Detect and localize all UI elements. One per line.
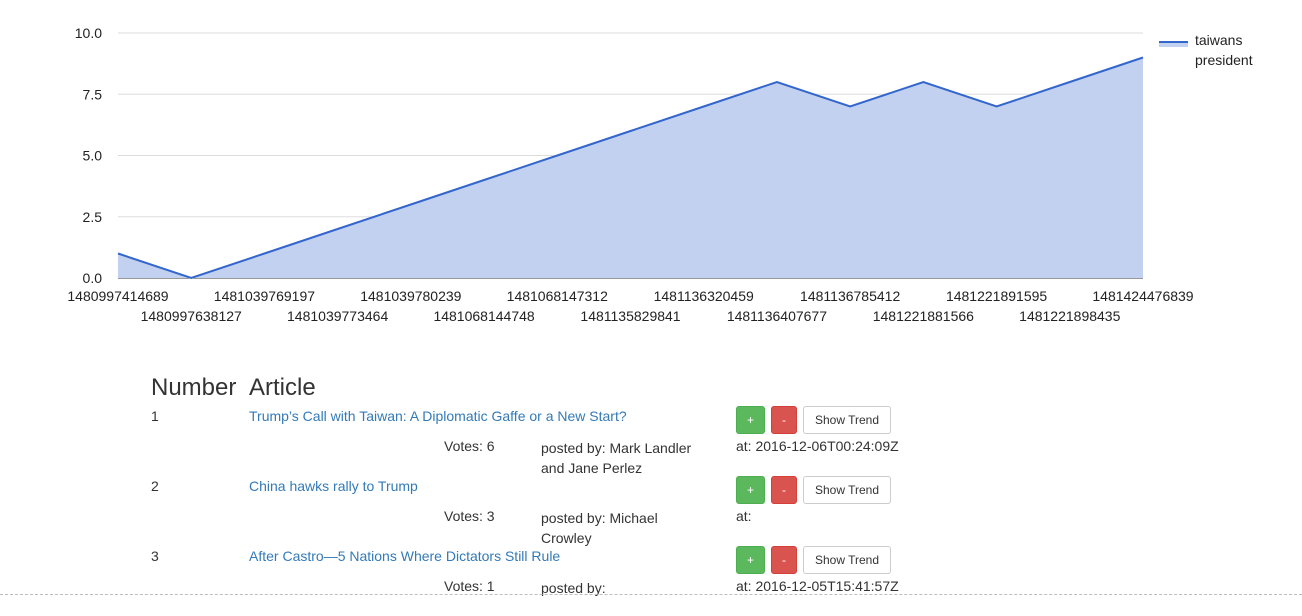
data-point <box>921 80 925 84</box>
row-actions: + - Show Trend <box>736 476 891 504</box>
data-point <box>482 178 486 182</box>
row-number: 3 <box>151 548 159 564</box>
article-link[interactable]: China hawks rally to Trump <box>249 478 418 494</box>
legend-swatch-fill <box>1159 43 1188 47</box>
header-article: Article <box>249 374 316 401</box>
x-axis-ticks: 1480997414689 1480997638127 1481039769197 1… <box>67 288 1193 324</box>
data-point <box>336 227 340 231</box>
chart-line <box>117 56 1144 280</box>
show-trend-button[interactable]: Show Trend <box>803 406 891 434</box>
x-tick-label: 1481424476839 <box>1092 288 1193 304</box>
downvote-button[interactable]: - <box>771 406 797 434</box>
y-tick-label: 10.0 <box>75 25 102 41</box>
row-number: 1 <box>151 408 159 424</box>
legend-label: taiwans <box>1195 32 1242 48</box>
data-point <box>629 129 633 133</box>
upvote-button[interactable]: + <box>736 546 765 574</box>
table-row: 1 Trump’s Call with Taiwan: A Diplomatic… <box>151 406 931 476</box>
row-actions: + - Show Trend <box>736 406 891 434</box>
show-trend-button[interactable]: Show Trend <box>803 546 891 574</box>
y-axis-ticks: 0.0 2.5 5.0 7.5 10.0 <box>75 25 102 286</box>
x-tick-label: 1481039780239 <box>360 288 461 304</box>
x-tick-label: 1481039773464 <box>287 308 388 324</box>
y-tick-label: 2.5 <box>83 209 103 225</box>
data-point <box>1068 80 1072 84</box>
x-tick-label: 1481221881566 <box>873 308 974 324</box>
page-divider <box>0 594 1302 595</box>
x-tick-label: 1481039769197 <box>214 288 315 304</box>
x-tick-label: 1480997414689 <box>67 288 168 304</box>
data-point <box>116 252 120 256</box>
chart-area <box>118 57 1143 278</box>
x-tick-label: 1481136320459 <box>654 288 754 304</box>
series-area <box>118 57 1143 278</box>
posted-at: at: 2016-12-05T15:41:57Z <box>736 578 899 594</box>
upvote-button[interactable]: + <box>736 406 765 434</box>
x-tick-label: 1481221898435 <box>1019 308 1120 324</box>
x-tick-label: 1481136407677 <box>727 308 827 324</box>
data-point <box>409 203 413 207</box>
data-point <box>702 105 706 109</box>
y-tick-label: 5.0 <box>83 148 103 164</box>
data-point <box>262 252 266 256</box>
show-trend-button[interactable]: Show Trend <box>803 476 891 504</box>
table-row: 2 China hawks rally to Trump + - Show Tr… <box>151 476 931 546</box>
x-tick-label: 1481221891595 <box>946 288 1047 304</box>
data-point <box>848 105 852 109</box>
article-link[interactable]: After Castro—5 Nations Where Dictators S… <box>249 548 561 564</box>
downvote-button[interactable]: - <box>771 476 797 504</box>
data-point <box>775 80 779 84</box>
posted-at: at: <box>736 508 752 524</box>
data-point <box>189 276 193 280</box>
header-number: Number <box>151 374 237 401</box>
table-row: 3 After Castro—5 Nations Where Dictators… <box>151 546 931 616</box>
posted-by: posted by: <box>541 580 606 596</box>
x-tick-label: 1481068144748 <box>433 308 534 324</box>
data-point <box>555 154 559 158</box>
article-link[interactable]: Trump’s Call with Taiwan: A Diplomatic G… <box>249 408 627 424</box>
downvote-button[interactable]: - <box>771 546 797 574</box>
posted-by: posted by: Michael Crowley <box>541 510 658 546</box>
votes-count: Votes: 3 <box>444 508 495 524</box>
votes-count: Votes: 1 <box>444 578 495 594</box>
chart-legend: taiwans president <box>1159 32 1253 68</box>
y-tick-label: 7.5 <box>83 86 103 102</box>
legend-label: president <box>1195 52 1253 68</box>
x-tick-label: 1480997638127 <box>141 308 242 324</box>
x-tick-label: 1481068147312 <box>507 288 608 304</box>
row-actions: + - Show Trend <box>736 546 891 574</box>
row-number: 2 <box>151 478 159 494</box>
data-point <box>1141 56 1145 60</box>
data-point <box>995 105 999 109</box>
posted-at: at: 2016-12-06T00:24:09Z <box>736 438 899 454</box>
x-tick-label: 1481136785412 <box>800 288 900 304</box>
x-tick-label: 1481135829841 <box>580 308 680 324</box>
posted-by: posted by: Mark Landler and Jane Perlez <box>541 440 692 476</box>
series-line <box>117 56 1144 280</box>
article-list: Number Article 1 Trump’s Call with Taiwa… <box>151 374 931 616</box>
y-tick-label: 0.0 <box>83 270 103 286</box>
upvote-button[interactable]: + <box>736 476 765 504</box>
table-header: Number Article <box>151 374 931 406</box>
trend-chart: 0.0 2.5 5.0 7.5 10.0 1480997414689 1480997638… <box>67 25 1253 324</box>
votes-count: Votes: 6 <box>444 438 495 454</box>
